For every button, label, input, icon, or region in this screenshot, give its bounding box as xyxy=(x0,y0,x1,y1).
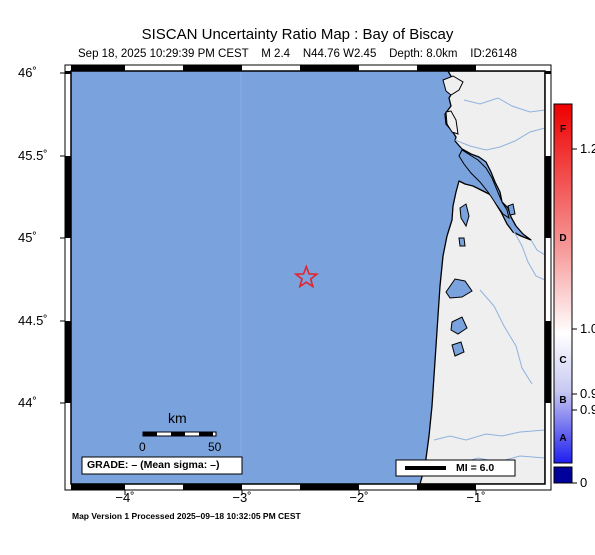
grade-box-text: GRADE: – (Mean sigma: –) xyxy=(87,459,220,471)
colorbar-cap xyxy=(553,466,573,484)
colorbar-tick-label: 0.9 xyxy=(580,402,595,417)
lake-cazaux xyxy=(450,316,468,335)
scale-bar-min-label: 0 xyxy=(139,440,146,454)
scale-bar-max-label: 50 xyxy=(208,440,222,454)
lat-label-44-5: 44.5˚ xyxy=(18,313,48,328)
lat-label-46: 46˚ xyxy=(18,65,37,80)
scale-bar-unit: km xyxy=(168,410,187,426)
map-border-checks xyxy=(65,65,551,490)
lon-label-minus-1: −1˚ xyxy=(466,490,486,505)
map-footer: Map Version 1 Processed 2025–09–18 10:32… xyxy=(72,511,301,521)
island-re xyxy=(442,75,464,96)
colorbar-tick-label: 0.9 xyxy=(580,386,595,401)
lon-label-minus-4: −4˚ xyxy=(115,490,135,505)
colorbar xyxy=(553,103,573,464)
lat-label-45: 45˚ xyxy=(18,230,37,245)
colorbar-ticks xyxy=(572,148,577,484)
estuary xyxy=(458,149,510,220)
colorbar-grade-label: C xyxy=(559,355,567,366)
lake-parentis xyxy=(451,341,465,357)
colorbar-tick-label: 1.0 xyxy=(580,321,595,336)
scale-bar xyxy=(142,431,217,437)
grade-box-frame xyxy=(81,456,243,475)
colorbar-tick-label: 0 xyxy=(580,475,588,490)
lon-label-minus-3: −3˚ xyxy=(232,490,252,505)
colorbar-grade-label: A xyxy=(559,433,567,444)
colorbar-grade-label: D xyxy=(559,233,567,244)
map-title: SISCAN Uncertainty Ratio Map : Bay of Bi… xyxy=(141,26,454,43)
epicenter-star-icon[interactable] xyxy=(293,264,320,289)
lake-hourtin xyxy=(459,203,470,228)
colorbar-tick-label: 1.2 xyxy=(580,141,595,156)
colorbar-grade-label: B xyxy=(559,395,567,406)
lon-label-minus-2: −2˚ xyxy=(349,490,369,505)
lat-label-44: 44˚ xyxy=(18,395,37,410)
lake-lacanau xyxy=(458,237,466,247)
mi-legend-text: MI = 6.0 xyxy=(456,462,495,474)
lat-label-45-5: 45.5˚ xyxy=(18,148,48,163)
small-lake xyxy=(507,203,516,216)
island-oleron xyxy=(445,110,459,135)
mi-legend-frame xyxy=(395,459,516,477)
colorbar-grade-label: F xyxy=(559,124,567,135)
arcachon-basin xyxy=(445,278,473,299)
map-subtitle: Sep 18, 2025 10:29:39 PM CEST M 2.4 N44.… xyxy=(78,48,517,60)
axis-ticks xyxy=(60,72,477,495)
